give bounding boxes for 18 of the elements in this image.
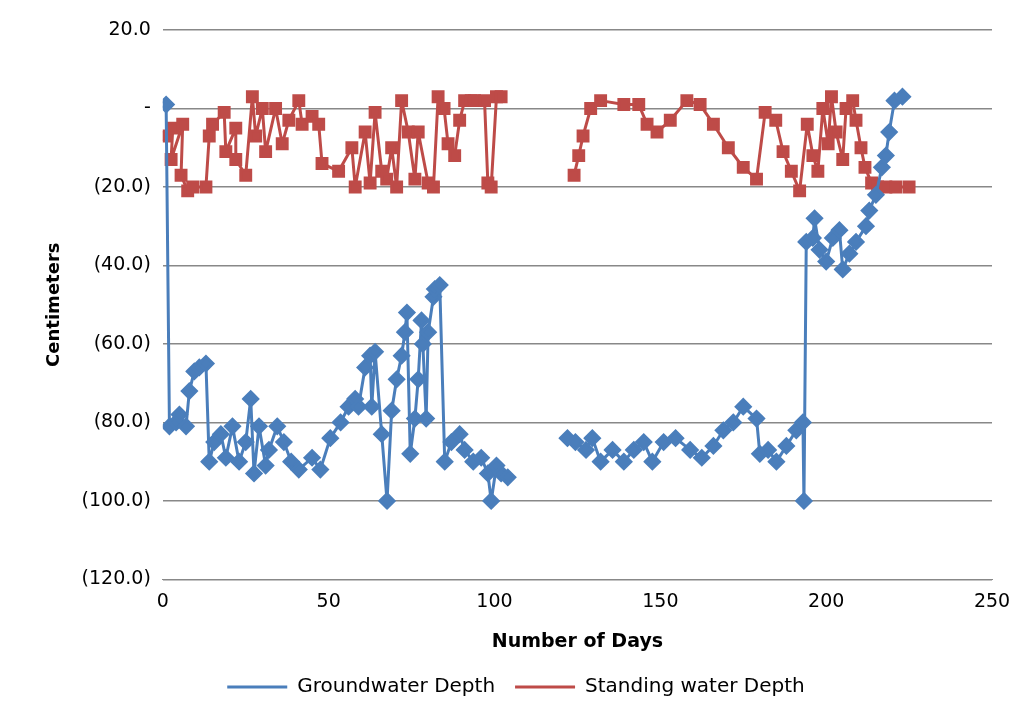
x-tick-label: 100 xyxy=(476,588,513,611)
x-tick-label: 200 xyxy=(808,588,845,611)
y-axis-title: Centimeters xyxy=(42,242,64,367)
x-tick-label: 0 xyxy=(156,588,169,611)
legend-label: Standing water Depth xyxy=(585,673,805,698)
y-tick-label: (40.0) xyxy=(93,252,151,275)
y-tick-label: (20.0) xyxy=(93,173,151,196)
legend-label: Groundwater Depth xyxy=(297,673,496,698)
x-tick-label: 150 xyxy=(642,588,679,611)
x-tick-label: 250 xyxy=(973,588,1011,611)
x-tick-label: 50 xyxy=(316,588,341,611)
y-tick-label: (120.0) xyxy=(81,566,151,589)
y-tick-label: (100.0) xyxy=(81,487,151,510)
y-tick-label: (60.0) xyxy=(93,330,151,353)
y-tick-label: - xyxy=(143,95,151,118)
x-axis-title: Number of Days xyxy=(491,628,664,651)
y-tick-label: (80.0) xyxy=(93,409,151,432)
y-tick-label: 20.0 xyxy=(108,16,151,39)
